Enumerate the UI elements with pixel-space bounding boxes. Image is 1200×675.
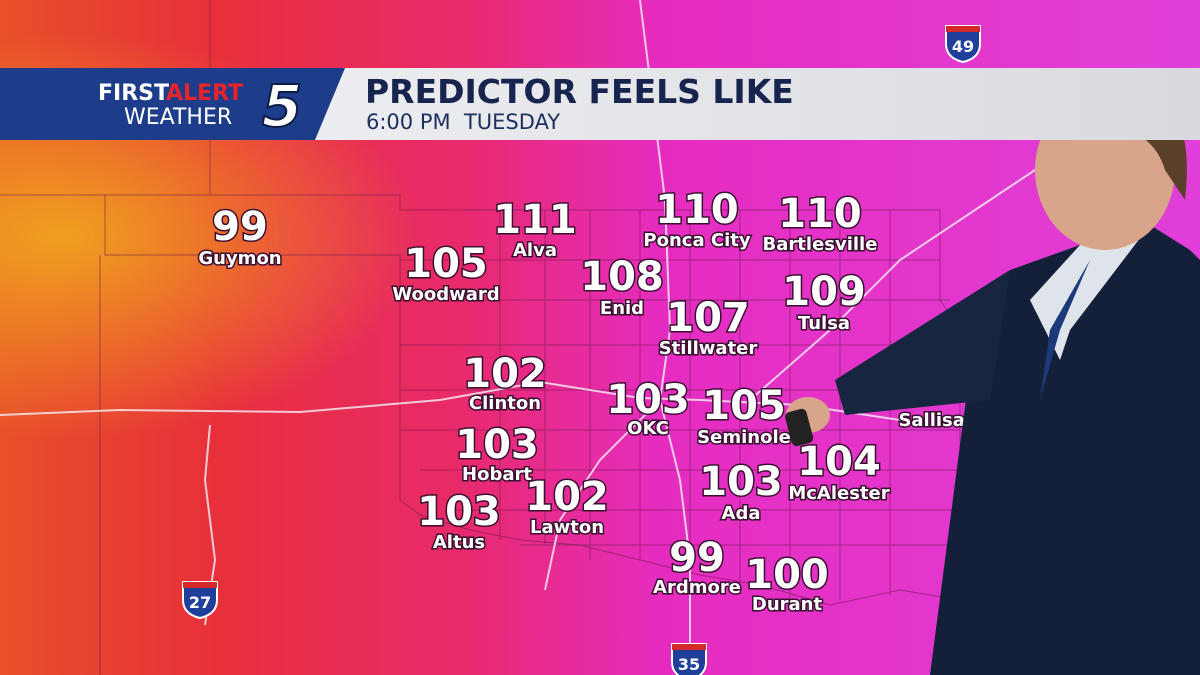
city-name: Durant — [752, 594, 823, 615]
city-name: Lawton — [530, 517, 604, 538]
city-name: Bartlesville — [763, 234, 878, 255]
brand-weather: WEATHER — [124, 105, 232, 130]
city-name: Ardmore — [653, 577, 741, 598]
city-value: 99 — [212, 204, 268, 250]
header-bar: FIRST ALERT WEATHER 5 PREDICTOR FEELS LI… — [0, 68, 1200, 141]
city-name: McAlester — [788, 483, 889, 504]
title: PREDICTOR FEELS LIKE — [365, 72, 794, 111]
borders — [0, 0, 961, 675]
brand-alert: ALERT — [166, 81, 243, 106]
shield-number: 27 — [189, 593, 211, 612]
city-name: Ada — [722, 503, 761, 524]
city-name: Enid — [600, 298, 644, 319]
city-name: Clinton — [469, 393, 541, 414]
shield-number: 35 — [678, 655, 700, 674]
city-value: 99 — [669, 535, 725, 581]
city-value: 100 — [745, 552, 829, 598]
city-value: 105 — [702, 383, 786, 429]
city-value: 103 — [417, 489, 501, 535]
channel-number: 5 — [262, 72, 302, 140]
subtitle: 6:00 PM TUESDAY — [366, 110, 560, 134]
city-value: 103 — [455, 422, 539, 468]
city-name: Alva — [513, 240, 557, 261]
city-value: 107 — [666, 295, 750, 341]
city-value: 110 — [655, 187, 739, 233]
shield — [182, 581, 218, 620]
city-value: 111 — [493, 197, 577, 243]
city-value: 110 — [778, 191, 862, 237]
city-value: 102 — [463, 351, 547, 397]
city-name: Tulsa — [798, 313, 850, 334]
city-name: Altus — [433, 532, 485, 553]
brand-first: FIRST — [98, 81, 169, 106]
city-value: 109 — [782, 269, 866, 315]
shield — [945, 25, 981, 64]
city-name: Hobart — [462, 464, 532, 485]
city-value: 105 — [404, 241, 488, 287]
city-name: Ponca City — [643, 230, 750, 251]
city-value: 103 — [606, 377, 690, 423]
city-name: Seminole — [697, 427, 791, 448]
shield-number: 49 — [952, 37, 974, 56]
city-value: 103 — [699, 459, 783, 505]
interstate-shields: 49 27 35 — [182, 25, 981, 675]
city-name: Guymon — [198, 248, 281, 269]
shield-band — [672, 644, 706, 650]
city-value: 104 — [797, 439, 881, 485]
shield-band — [183, 582, 217, 588]
city-name: OKC — [627, 418, 669, 439]
shield-band — [946, 26, 980, 32]
city-name: Stillwater — [659, 338, 758, 359]
city-name: Woodward — [392, 284, 499, 305]
city-value: 102 — [525, 474, 609, 520]
city-value: 108 — [580, 254, 664, 300]
shield — [671, 643, 707, 675]
